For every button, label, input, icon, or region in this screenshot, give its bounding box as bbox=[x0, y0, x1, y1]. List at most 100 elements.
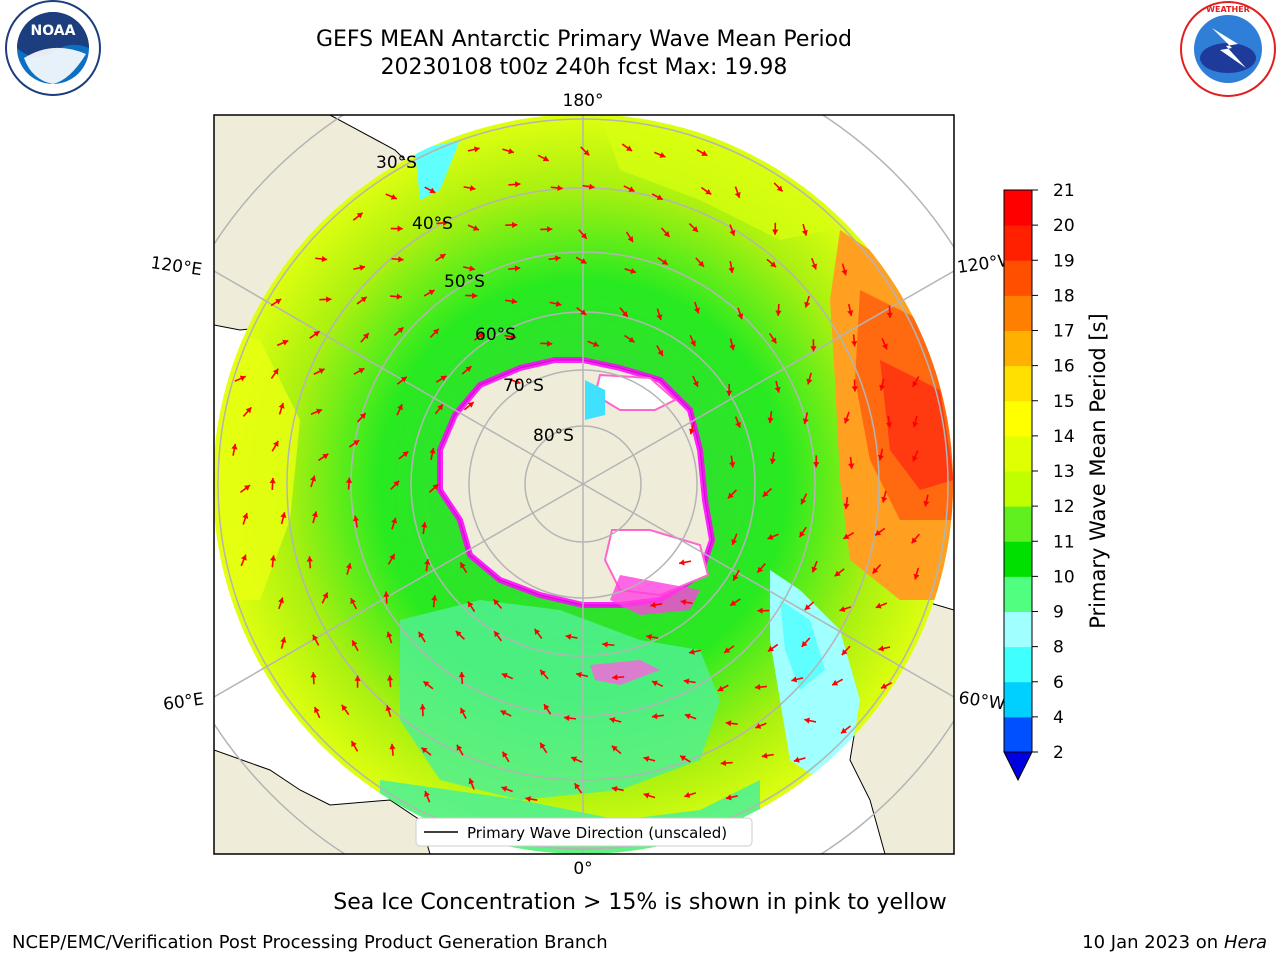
wave-arrow bbox=[549, 300, 562, 307]
wave-arrow bbox=[810, 257, 818, 270]
wave-arrow bbox=[458, 671, 465, 684]
wave-arrow bbox=[851, 334, 858, 347]
colorbar-extend-arrow bbox=[1003, 751, 1033, 782]
wave-arrow bbox=[352, 212, 364, 221]
map-border bbox=[213, 114, 955, 855]
lat-label-80s: 80°S bbox=[533, 426, 574, 446]
wave-arrow bbox=[345, 477, 353, 490]
wave-arrow bbox=[356, 412, 367, 423]
wave-arrow bbox=[761, 752, 774, 759]
wave-arrow bbox=[726, 383, 733, 396]
wave-arrow bbox=[467, 601, 476, 612]
wave-arrow bbox=[767, 533, 779, 540]
wave-arrow bbox=[421, 747, 432, 756]
wave-arrow bbox=[727, 489, 737, 499]
wave-arrow bbox=[575, 671, 589, 678]
wave-arrow bbox=[913, 567, 920, 580]
wave-arrow bbox=[729, 598, 741, 607]
wave-arrow bbox=[391, 517, 398, 530]
colorbar-tick-label: 4 bbox=[1053, 708, 1064, 728]
wave-arrow bbox=[729, 224, 736, 237]
wave-arrow bbox=[875, 602, 888, 609]
colorbar-tick-label: 14 bbox=[1053, 427, 1075, 447]
colorbar-bin bbox=[1004, 506, 1032, 542]
wave-arrow bbox=[609, 717, 622, 724]
wave-arrow bbox=[720, 760, 733, 767]
wave-arrow bbox=[537, 154, 550, 162]
wave-arrow bbox=[505, 221, 518, 229]
wave-arrow bbox=[436, 219, 449, 226]
wave-arrow bbox=[385, 705, 392, 718]
wave-arrow bbox=[270, 368, 279, 379]
wave-arrow bbox=[813, 455, 820, 468]
wave-arrow bbox=[463, 401, 475, 411]
wave-arrow bbox=[737, 307, 744, 320]
wave-arrow bbox=[505, 298, 518, 305]
colorbar-tick-label: 6 bbox=[1053, 673, 1064, 693]
wave-arrow bbox=[651, 713, 664, 720]
wave-arrow bbox=[756, 563, 766, 574]
wave-arrow bbox=[543, 703, 552, 715]
wave-arrow bbox=[643, 756, 656, 763]
wave-arrow bbox=[278, 402, 285, 415]
wave-arrow bbox=[684, 791, 697, 798]
wave-arrow bbox=[473, 332, 485, 341]
colorbar-tick-label: 13 bbox=[1053, 462, 1075, 482]
wave-arrow bbox=[502, 148, 515, 155]
colorbar-bin bbox=[1004, 260, 1032, 296]
wave-arrow bbox=[762, 487, 773, 498]
wave-arrow bbox=[646, 633, 659, 641]
wave-arrow bbox=[467, 146, 480, 153]
wave-arrow bbox=[493, 630, 502, 642]
colorbar-tick-label: 8 bbox=[1053, 638, 1064, 658]
wave-arrow bbox=[390, 225, 403, 232]
wave-arrow bbox=[540, 340, 553, 347]
wave-arrow bbox=[767, 411, 774, 424]
lon-label-60w: 60°W bbox=[957, 688, 1006, 714]
sea-ice-edge bbox=[437, 357, 716, 608]
wave-arrow bbox=[611, 745, 622, 755]
wave-arrow bbox=[269, 477, 276, 490]
wave-arrow bbox=[800, 493, 808, 505]
wave-arrow bbox=[843, 497, 850, 510]
wave-arrow bbox=[775, 303, 782, 316]
wave-arrow bbox=[732, 569, 740, 581]
noaa-logo: NOAA bbox=[5, 0, 101, 96]
lat-label-30s: 30°S bbox=[376, 153, 417, 173]
wave-arrow bbox=[804, 601, 815, 611]
wave-arrow bbox=[656, 308, 663, 321]
map-legend: Primary Wave Direction (unscaled) bbox=[415, 817, 753, 847]
colorbar-bin bbox=[1004, 611, 1032, 648]
wave-arrow bbox=[565, 633, 578, 640]
wave-arrow bbox=[793, 756, 806, 763]
wave-arrow bbox=[280, 512, 287, 525]
chart-title: GEFS MEAN Antarctic Primary Wave Mean Pe… bbox=[315, 27, 853, 52]
wave-arrow bbox=[501, 672, 514, 680]
svg-text:WEATHER: WEATHER bbox=[1206, 5, 1250, 14]
wave-arrow bbox=[239, 484, 251, 494]
colorbar-tick-label: 18 bbox=[1053, 286, 1075, 306]
wave-arrow bbox=[424, 790, 431, 803]
wave-arrow bbox=[683, 678, 696, 685]
wave-arrow bbox=[804, 717, 817, 724]
wave-arrow bbox=[508, 265, 521, 272]
wave-arrow bbox=[500, 709, 512, 717]
wave-arrow bbox=[678, 559, 692, 566]
wave-arrow bbox=[501, 786, 513, 793]
wave-arrow bbox=[810, 339, 817, 352]
wave-arrow bbox=[653, 151, 666, 158]
wave-arrow bbox=[315, 255, 328, 263]
lon-label-0: 0° bbox=[573, 859, 592, 879]
wave-arrow bbox=[389, 293, 403, 300]
wave-arrow bbox=[310, 408, 323, 416]
wave-arrow bbox=[725, 794, 738, 801]
wave-arrow bbox=[877, 448, 884, 461]
wave-arrow bbox=[729, 455, 736, 468]
wave-arrow bbox=[657, 257, 669, 266]
wave-arrow bbox=[689, 422, 695, 435]
wave-arrow bbox=[802, 412, 809, 425]
wave-arrow bbox=[539, 669, 549, 680]
colorbar-bin bbox=[1004, 541, 1032, 577]
wave-arrow bbox=[310, 672, 317, 685]
wave-arrow bbox=[276, 339, 289, 347]
